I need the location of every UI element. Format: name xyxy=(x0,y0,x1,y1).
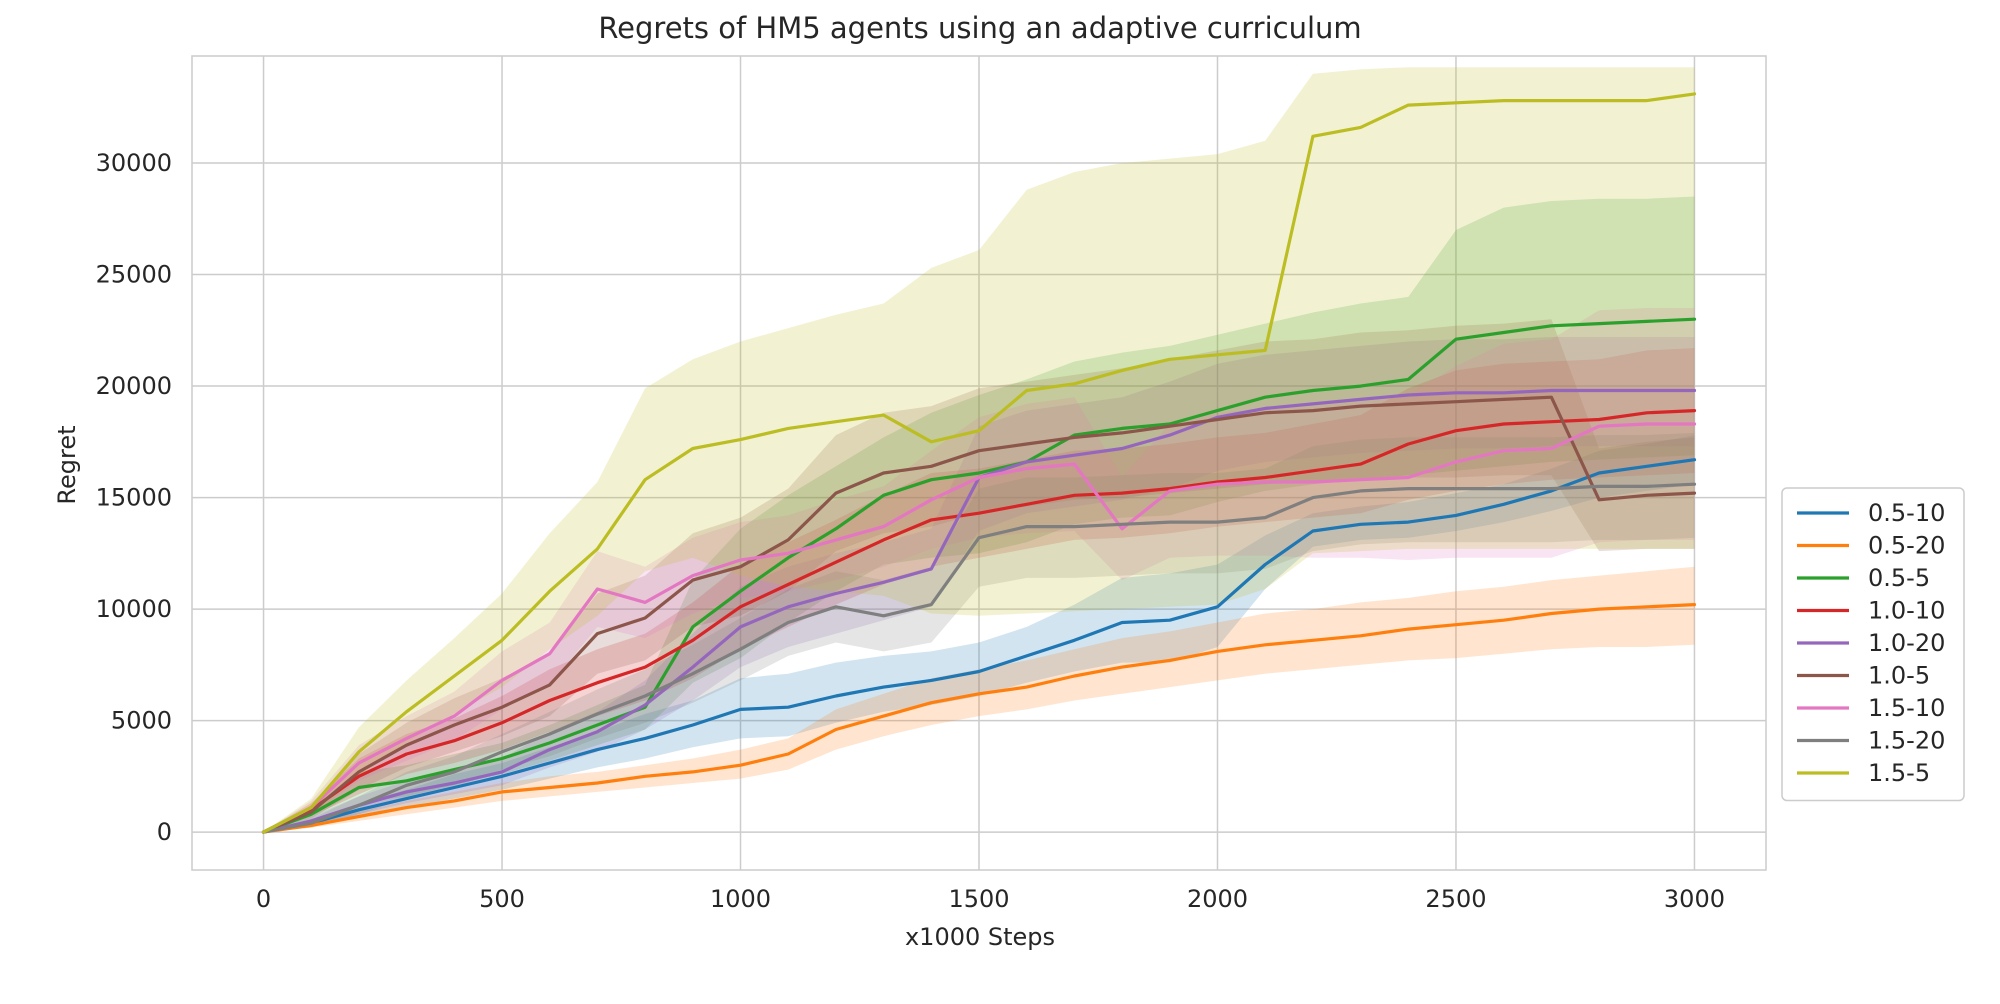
legend-label: 0.5-10 xyxy=(1868,499,1945,527)
y-axis-ticks: 0 5000 10000 15000 20000 25000 30000 xyxy=(96,149,172,846)
x-tick-label: 1500 xyxy=(948,885,1009,913)
y-tick-label: 20000 xyxy=(96,372,172,400)
x-tick-label: 0 xyxy=(256,885,271,913)
legend-label: 1.0-20 xyxy=(1868,629,1945,657)
x-tick-label: 2000 xyxy=(1187,885,1248,913)
band-1.0-5 xyxy=(263,319,1695,833)
band-1.5-10 xyxy=(263,308,1695,833)
legend-label: 1.0-10 xyxy=(1868,597,1945,625)
band-1.0-20 xyxy=(263,337,1695,833)
y-tick-label: 0 xyxy=(157,818,172,846)
x-tick-label: 3000 xyxy=(1664,885,1725,913)
y-axis-label: Regret xyxy=(53,425,81,504)
legend-label: 0.5-20 xyxy=(1868,532,1945,560)
series-lines xyxy=(261,92,1697,834)
x-tick-label: 500 xyxy=(479,885,525,913)
band-1.5-20 xyxy=(263,432,1695,833)
y-tick-label: 5000 xyxy=(111,707,172,735)
band-0.5-10 xyxy=(263,435,1695,833)
x-tick-label: 1000 xyxy=(710,885,771,913)
grid xyxy=(192,56,1766,870)
legend-label: 1.5-10 xyxy=(1868,694,1945,722)
series-line-1.5-10 xyxy=(261,422,1697,834)
legend-label: 1.0-5 xyxy=(1868,662,1930,690)
legend-box xyxy=(1781,487,1965,802)
y-tick-label: 30000 xyxy=(96,149,172,177)
legend-label: 0.5-5 xyxy=(1868,564,1930,592)
series-line-0.5-20 xyxy=(261,603,1697,834)
band-0.5-20 xyxy=(263,566,1695,833)
y-tick-label: 15000 xyxy=(96,484,172,512)
plot-frame xyxy=(191,55,1767,871)
x-axis-ticks: 0 500 1000 1500 2000 2500 3000 xyxy=(256,885,1725,913)
series-line-0.5-10 xyxy=(261,458,1697,834)
x-tick-label: 2500 xyxy=(1425,885,1486,913)
x-axis-label: x1000 Steps xyxy=(905,923,1055,951)
legend: 0.5-10 0.5-20 0.5-5 1.0-10 1.0-20 1.0-5 1.5-10… xyxy=(1781,487,1965,802)
chart-title: Regrets of HM5 agents using an adaptive … xyxy=(598,11,1361,45)
series-line-1.0-5 xyxy=(261,395,1697,834)
series-line-1.5-5 xyxy=(261,92,1697,834)
series-line-1.5-20 xyxy=(261,482,1697,834)
legend-label: 1.5-5 xyxy=(1868,759,1930,787)
series-line-1.0-10 xyxy=(261,409,1697,834)
series-line-0.5-5 xyxy=(261,317,1697,834)
y-tick-label: 25000 xyxy=(96,261,172,289)
band-1.0-10 xyxy=(263,348,1695,833)
legend-label: 1.5-20 xyxy=(1868,727,1945,755)
y-tick-label: 10000 xyxy=(96,595,172,623)
